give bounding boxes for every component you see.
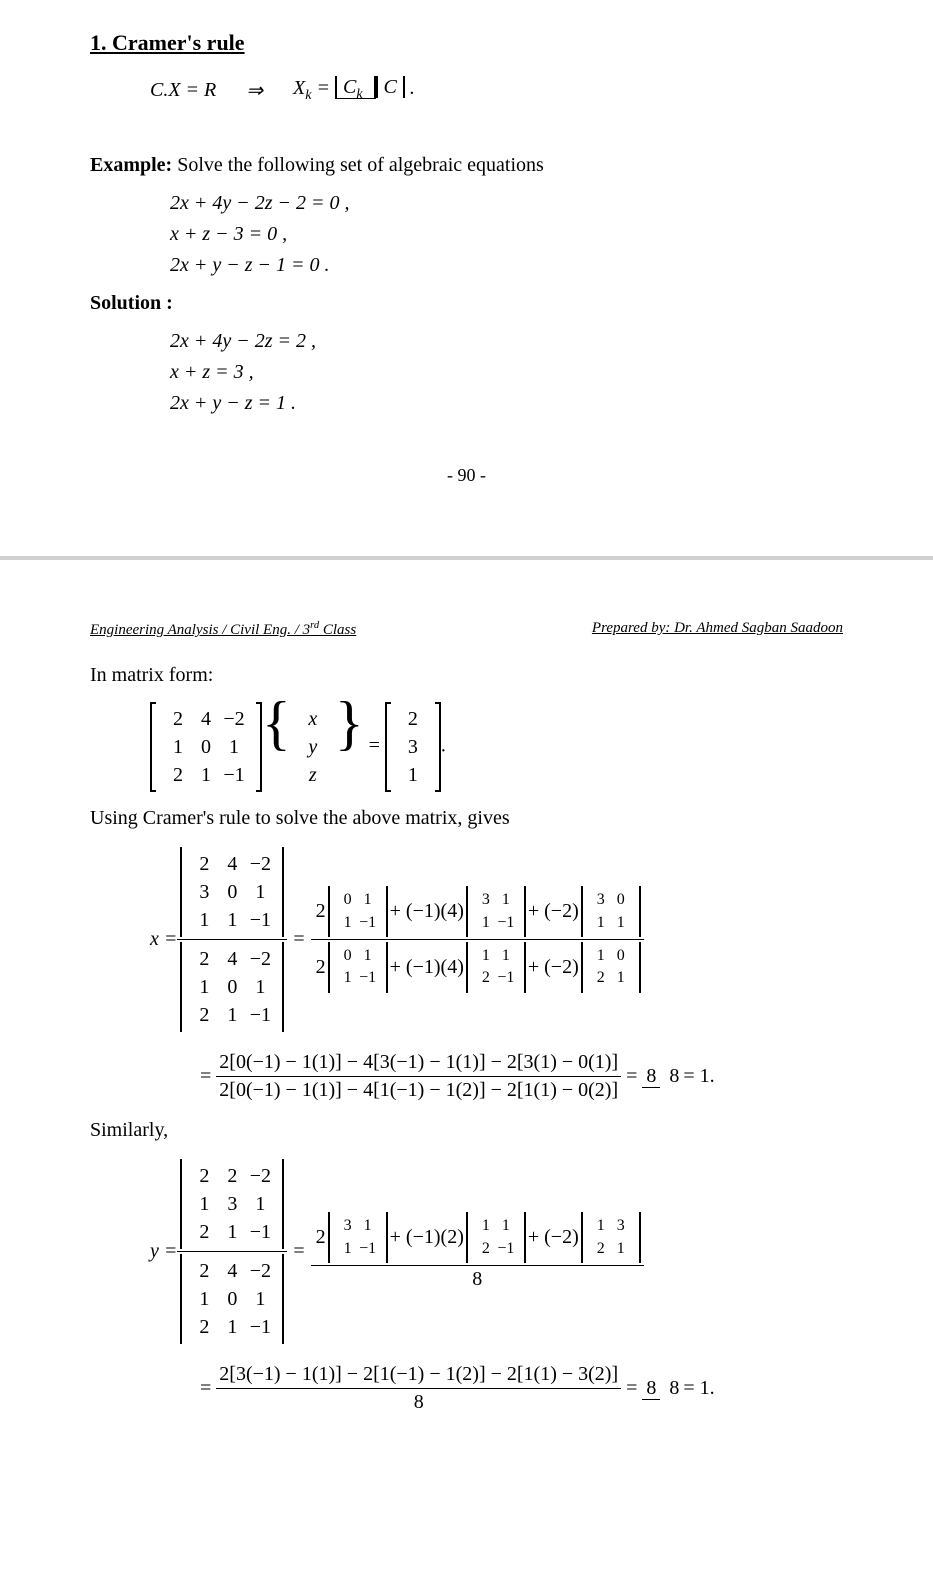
x-solution-line2: = 2[0(−1) − 1(1)] − 4[3(−1) − 1(1)] − 2[…: [90, 1049, 843, 1104]
header-line: Engineering Analysis / Civil Eng. / 3rd …: [90, 620, 843, 639]
example-text: Solve the following set of algebraic equ…: [172, 154, 544, 176]
eq-sign: =: [200, 1377, 216, 1400]
det-ck-c: C: [343, 76, 356, 98]
x-calc-den: 2[0(−1) − 1(1)] − 4[1(−1) − 1(2)] − 2[1(…: [216, 1077, 621, 1104]
y-calc-den: 8: [216, 1389, 621, 1416]
x-expansion-num: 2011−1+ (−1)(4)311−1+ (−2)3011: [311, 884, 644, 940]
vars-vector: { xyz }: [262, 702, 364, 792]
y-expansion-den: 8: [311, 1266, 644, 1293]
eq-sign: =: [293, 1240, 304, 1263]
xk-var: X: [293, 77, 305, 99]
solution-eq-3: 2x + y − z = 1 .: [90, 392, 843, 415]
solution-eq-2: x + z = 3 ,: [90, 361, 843, 384]
example-line: Example: Solve the following set of alge…: [90, 154, 843, 177]
eq-sign: =: [621, 1377, 642, 1400]
page-two: Engineering Analysis / Civil Eng. / 3rd …: [0, 556, 933, 1461]
y-det-fraction: 22−213121−1 24−210121−1: [177, 1157, 287, 1346]
similarly-text: Similarly,: [90, 1119, 843, 1142]
det-ck-k: k: [356, 87, 362, 102]
coef-matrix: 24−210121−1: [150, 702, 262, 792]
solution-eq-1: 2x + 4y − 2z = 2 ,: [90, 330, 843, 353]
det-ck: Ck: [335, 76, 376, 99]
header-left-2: Class: [319, 622, 356, 638]
y-solution-line2: = 2[3(−1) − 1(1)] − 2[1(−1) − 1(2)] − 2[…: [90, 1361, 843, 1416]
x-num-det: 24−230111−1: [182, 847, 282, 937]
eq-sign: =: [200, 1065, 216, 1088]
header-left: Engineering Analysis / Civil Eng. / 3rd …: [90, 620, 356, 639]
x-expansion-fraction: 2011−1+ (−1)(4)311−1+ (−2)3011 2011−1+ (…: [311, 884, 644, 995]
xk-equation: Xk = Ck C .: [293, 76, 415, 104]
period: .: [441, 735, 446, 757]
y-result-frac: 8 8: [642, 1377, 683, 1400]
x-calc-fraction: 2[0(−1) − 1(1)] − 4[3(−1) − 1(1)] − 2[3(…: [216, 1049, 621, 1104]
eq-sign: =: [621, 1065, 642, 1088]
header-left-1: Engineering Analysis / Civil Eng. / 3: [90, 622, 310, 638]
section-title: 1. Cramer's rule: [90, 30, 843, 56]
equation-2: x + z − 3 = 0 ,: [90, 223, 843, 246]
y-calc-num: 2[3(−1) − 1(1)] − 2[1(−1) − 1(2)] − 2[1(…: [216, 1361, 621, 1389]
eq-sign: =: [316, 77, 330, 99]
page-one: 1. Cramer's rule C.X = R ⇒ Xk = Ck C . E…: [0, 0, 933, 516]
solution-block: Solution : 2x + 4y − 2z = 2 , x + z = 3 …: [90, 292, 843, 415]
xk-sub: k: [305, 88, 311, 103]
example-block: Example: Solve the following set of alge…: [90, 154, 843, 277]
implies-symbol: ⇒: [246, 78, 263, 103]
x-result-num: 8: [642, 1065, 660, 1088]
det-c: C: [376, 76, 405, 98]
x-den-det: 24−210121−1: [182, 942, 282, 1032]
y-calc-fraction: 2[3(−1) − 1(1)] − 2[1(−1) − 1(2)] − 2[1(…: [216, 1361, 621, 1416]
solution-label: Solution :: [90, 292, 843, 315]
x-result: = 1.: [683, 1065, 714, 1088]
det-fraction: Ck C: [335, 76, 405, 103]
x-calc-num: 2[0(−1) − 1(1)] − 4[3(−1) − 1(1)] − 2[3(…: [216, 1049, 621, 1077]
page-number: - 90 -: [90, 465, 843, 486]
x-result-frac: 8 8: [642, 1065, 683, 1088]
y-expansion-fraction: 2311−1+ (−1)(2)112−1+ (−2)1321 8: [311, 1210, 644, 1293]
matrix-form-text: In matrix form:: [90, 664, 843, 687]
y-result-num: 8: [642, 1377, 660, 1400]
equation-1: 2x + 4y − 2z − 2 = 0 ,: [90, 192, 843, 215]
eq-sign: =: [293, 928, 304, 951]
cramer-equation: C.X = R ⇒ Xk = Ck C .: [90, 76, 843, 104]
period: .: [410, 77, 415, 99]
matrix-equation: 24−210121−1 { xyz } = 231 .: [90, 702, 843, 792]
x-result-den: 8: [665, 1065, 683, 1087]
y-result-den: 8: [665, 1377, 683, 1399]
y-result: = 1.: [683, 1377, 714, 1400]
header-left-sup: rd: [310, 620, 319, 631]
x-det-fraction: 24−230111−1 24−210121−1: [177, 845, 287, 1034]
x-var: x =: [150, 928, 177, 951]
x-solution-line1: x = 24−230111−1 24−210121−1 = 2011−1+ (−…: [90, 845, 843, 1034]
y-solution-line1: y = 22−213121−1 24−210121−1 = 2311−1+ (−…: [90, 1157, 843, 1346]
eq-sign: =: [369, 735, 380, 757]
y-den-det: 24−210121−1: [182, 1254, 282, 1344]
using-text: Using Cramer's rule to solve the above m…: [90, 807, 843, 830]
cramer-lhs: C.X = R: [150, 79, 216, 102]
header-right: Prepared by: Dr. Ahmed Sagban Saadoon: [592, 620, 843, 639]
y-var: y =: [150, 1240, 177, 1263]
x-expansion-den: 2011−1+ (−1)(4)112−1+ (−2)1021: [311, 940, 644, 995]
rhs-vector: 231: [385, 702, 441, 792]
y-num-det: 22−213121−1: [182, 1159, 282, 1249]
example-label: Example:: [90, 154, 172, 176]
y-expansion-num: 2311−1+ (−1)(2)112−1+ (−2)1321: [311, 1210, 644, 1266]
equation-3: 2x + y − z − 1 = 0 .: [90, 254, 843, 277]
